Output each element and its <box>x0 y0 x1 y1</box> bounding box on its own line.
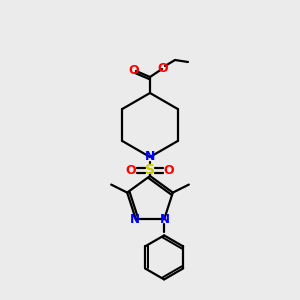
Text: O: O <box>129 64 139 76</box>
Text: N: N <box>130 213 140 226</box>
Text: N: N <box>160 213 170 226</box>
Text: O: O <box>164 164 174 176</box>
Text: O: O <box>126 164 136 176</box>
Text: O: O <box>158 61 168 74</box>
Text: N: N <box>145 151 155 164</box>
Text: S: S <box>145 163 155 177</box>
